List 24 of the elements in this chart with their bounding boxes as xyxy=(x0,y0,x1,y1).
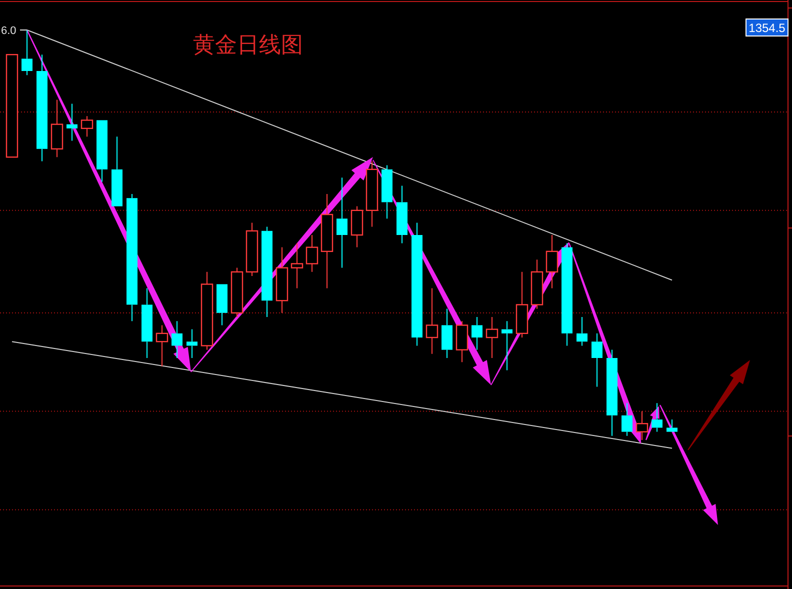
candlestick xyxy=(142,288,152,358)
candlestick xyxy=(562,242,572,346)
candlestick xyxy=(126,194,138,322)
candlestick xyxy=(66,103,78,142)
candlestick xyxy=(576,316,588,346)
candlestick xyxy=(622,402,632,436)
candlestick xyxy=(442,308,452,358)
text: 1354.5 xyxy=(748,21,786,35)
candlestick xyxy=(592,332,602,388)
candlestick xyxy=(396,185,408,244)
candlestick xyxy=(382,164,392,220)
annotation: 6.0 xyxy=(1,25,16,37)
candlestick xyxy=(172,320,182,358)
candlestick xyxy=(502,320,512,371)
candlestick xyxy=(22,30,32,76)
candlestick xyxy=(36,54,48,162)
candlestick xyxy=(186,328,198,358)
candlestick xyxy=(606,349,618,436)
candlestick xyxy=(262,226,272,318)
candlestick xyxy=(652,402,662,432)
chart-title: 黄金日线图 xyxy=(193,33,303,58)
candlestick xyxy=(336,177,348,268)
candlestick xyxy=(412,222,422,346)
candlestick xyxy=(472,316,482,350)
